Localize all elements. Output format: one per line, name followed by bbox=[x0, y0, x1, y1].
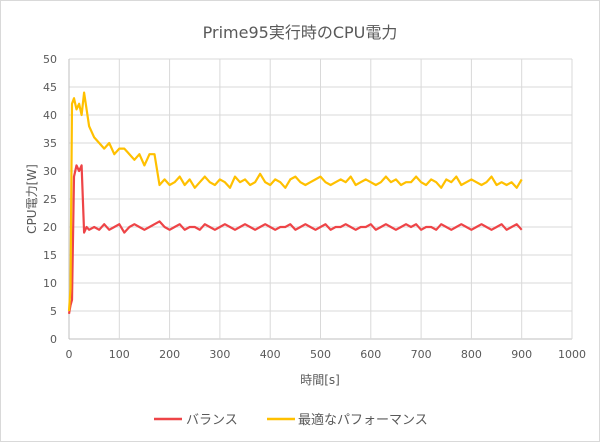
y-axis-label: CPU電力[W] bbox=[25, 164, 39, 234]
y-tick-label: 10 bbox=[43, 277, 57, 290]
y-tick-label: 35 bbox=[43, 137, 57, 150]
x-tick-label: 500 bbox=[310, 348, 331, 361]
y-tick-label: 15 bbox=[43, 249, 57, 262]
series-line-0 bbox=[67, 164, 523, 314]
y-tick-label: 20 bbox=[43, 221, 57, 234]
x-tick-label: 900 bbox=[511, 348, 532, 361]
x-tick-label: 700 bbox=[411, 348, 432, 361]
gridlines bbox=[68, 58, 573, 340]
legend-label-balance: バランス bbox=[186, 413, 238, 428]
chart-title: Prime95実行時のCPU電力 bbox=[203, 23, 398, 42]
y-tick-label: 0 bbox=[50, 333, 57, 346]
legend-label-best-performance: 最適なパフォーマンス bbox=[298, 412, 428, 428]
series-lines bbox=[67, 91, 523, 314]
x-tick-labels: 0 100 200 300 400 500 600 700 800 900 1000 bbox=[66, 348, 587, 361]
series-line-1 bbox=[67, 91, 523, 312]
y-tick-label: 40 bbox=[43, 109, 57, 122]
x-tick-label: 1000 bbox=[558, 348, 586, 361]
y-tick-label: 25 bbox=[43, 193, 57, 206]
y-tick-label: 5 bbox=[50, 305, 57, 318]
y-tick-label: 30 bbox=[43, 165, 57, 178]
y-tick-labels: 0 5 10 15 20 25 30 35 40 45 50 bbox=[43, 53, 57, 346]
x-tick-label: 600 bbox=[360, 348, 381, 361]
x-tick-label: 800 bbox=[461, 348, 482, 361]
x-tick-label: 0 bbox=[66, 348, 73, 361]
legend: バランス 最適なパフォーマンス bbox=[154, 412, 428, 428]
x-tick-label: 100 bbox=[109, 348, 130, 361]
x-tick-label: 200 bbox=[159, 348, 180, 361]
y-tick-label: 50 bbox=[43, 53, 57, 66]
x-tick-label: 400 bbox=[260, 348, 281, 361]
x-tick-label: 300 bbox=[209, 348, 230, 361]
x-axis-label: 時間[s] bbox=[300, 373, 340, 387]
y-tick-label: 45 bbox=[43, 81, 57, 94]
